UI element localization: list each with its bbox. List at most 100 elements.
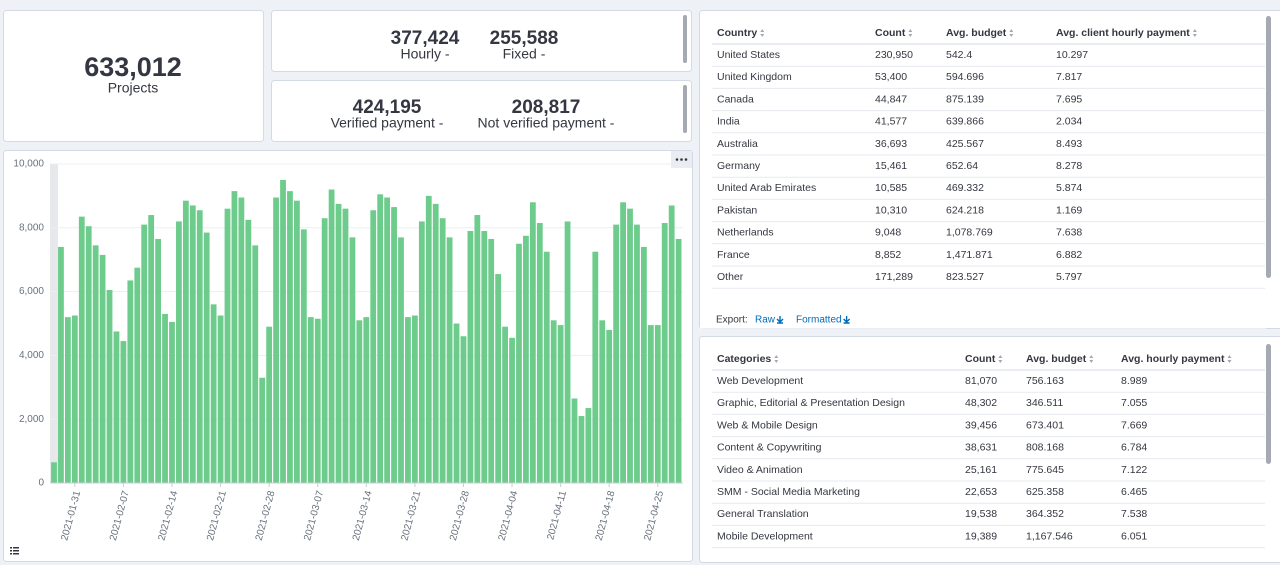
table-cell: 652.64 [946, 160, 978, 172]
table-cell: 230,950 [875, 49, 913, 61]
options-dot [680, 158, 683, 161]
bar [647, 325, 654, 483]
table-cell: 10.297 [1056, 49, 1088, 61]
table-cell: 594.696 [946, 71, 984, 83]
export-link[interactable]: Raw [755, 315, 776, 326]
y-tick-label: 6,000 [19, 286, 44, 297]
bar [668, 205, 675, 483]
table-cell: 7.122 [1121, 464, 1147, 476]
table-cell: Australia [717, 138, 758, 150]
bar [571, 398, 578, 483]
bar [155, 238, 161, 483]
bar [550, 320, 557, 483]
bar [453, 323, 460, 483]
bar [141, 224, 148, 484]
bar [481, 230, 488, 483]
table-cell: 9,048 [875, 227, 901, 239]
scrollbar [1266, 16, 1271, 278]
bar [231, 191, 238, 484]
table-cell: 5.797 [1056, 271, 1082, 283]
table-cell: 48,302 [965, 397, 997, 409]
table-cell: 10,310 [875, 204, 907, 216]
table-cell: General Translation [717, 508, 809, 520]
export-link[interactable]: Formatted [796, 315, 842, 326]
y-tick-label: 0 [38, 478, 44, 489]
metric-value: 208,817 [512, 97, 581, 118]
sort-icon [760, 29, 765, 37]
bar [516, 243, 522, 483]
bar [349, 237, 356, 483]
table-cell: 673.401 [1026, 419, 1064, 431]
table-cell: 346.511 [1026, 397, 1063, 409]
column-header[interactable]: Count [965, 353, 996, 365]
bar [58, 246, 64, 483]
bar [252, 245, 259, 483]
table-cell: SMM - Social Media Marketing [717, 486, 860, 498]
bar [356, 320, 363, 483]
options-dot [675, 158, 679, 161]
bar [578, 416, 585, 483]
y-tick-label: 2,000 [19, 414, 44, 425]
bar [280, 179, 286, 483]
bar [266, 326, 273, 483]
bar [71, 315, 78, 483]
bar [634, 224, 640, 484]
table-cell: 1,078.769 [946, 227, 993, 239]
table-cell: United Kingdom [717, 71, 792, 83]
bar [238, 197, 245, 483]
table-cell: India [717, 116, 740, 128]
table-cell: 7.669 [1121, 419, 1147, 431]
legend-toggle[interactable] [10, 547, 19, 555]
table-cell: Canada [717, 93, 754, 105]
column-header[interactable]: Categories [717, 353, 771, 365]
table-cell: 6.465 [1121, 486, 1147, 498]
column-header[interactable]: Avg. budget [946, 27, 1007, 39]
column-header[interactable]: Avg. budget [1026, 353, 1087, 365]
bar [120, 341, 127, 483]
bar [64, 317, 71, 483]
metric-value: 255,588 [490, 28, 559, 49]
table-cell: 8.493 [1056, 138, 1082, 150]
table-cell: 44,847 [875, 93, 907, 105]
table-cell: 53,400 [875, 71, 907, 83]
bar [564, 221, 571, 484]
metric-label: Projects [108, 80, 159, 96]
bar [384, 197, 391, 483]
bar [557, 325, 564, 483]
bar [529, 202, 536, 483]
bar [321, 218, 328, 484]
y-tick-label: 10,000 [13, 159, 44, 170]
bar [599, 320, 606, 483]
bar [377, 194, 384, 483]
column-header[interactable]: Avg. client hourly payment [1056, 27, 1190, 39]
metric-panel [271, 80, 692, 142]
table-cell: France [717, 249, 750, 261]
column-header[interactable]: Avg. hourly payment [1121, 353, 1225, 365]
bar [176, 221, 182, 484]
table-cell: 1.169 [1056, 204, 1082, 216]
table-cell: 639.866 [946, 116, 984, 128]
sort-icon [1089, 355, 1094, 363]
bar [641, 246, 647, 483]
bar [363, 317, 370, 483]
table-cell: Pakistan [717, 204, 757, 216]
table-panel [699, 10, 1280, 329]
bar [148, 215, 155, 484]
column-header[interactable]: Country [717, 27, 757, 39]
table-cell: 469.332 [946, 182, 984, 194]
table-cell: 6.784 [1121, 442, 1147, 454]
sort-icon [1227, 355, 1232, 363]
table-cell: 808.168 [1026, 442, 1064, 454]
bar [425, 195, 432, 483]
bar [106, 290, 113, 483]
table-cell: 756.163 [1026, 375, 1064, 387]
table-cell: 6.051 [1121, 530, 1147, 542]
table-cell: Other [717, 271, 744, 283]
table-cell: 38,631 [965, 442, 997, 454]
table-cell: 19,389 [965, 530, 997, 542]
bar [51, 462, 57, 483]
column-header[interactable]: Count [875, 27, 906, 39]
sort-icon [1192, 29, 1197, 37]
table-cell: 7.055 [1121, 397, 1147, 409]
